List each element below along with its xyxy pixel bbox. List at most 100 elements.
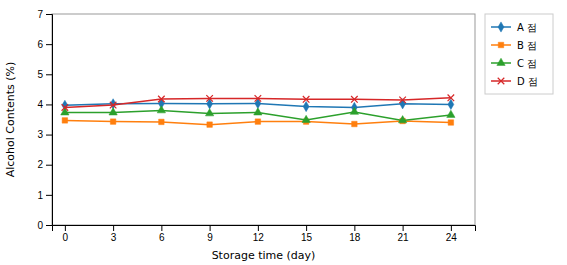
point [62, 118, 67, 123]
legend-item: C 점 [491, 58, 537, 69]
tick: 0 [63, 225, 69, 243]
tick: 9 [207, 225, 213, 243]
point [255, 119, 260, 124]
point [350, 107, 358, 114]
tick: 12 [253, 225, 265, 243]
point [254, 108, 262, 115]
legend-label: B 점 [517, 40, 537, 51]
tick-label: 0 [37, 220, 43, 231]
tick-label: 0 [63, 232, 69, 243]
tick-label: 5 [37, 69, 43, 80]
point [207, 122, 212, 127]
tick-label: 9 [207, 232, 213, 243]
tick-mark [46, 104, 52, 105]
axis-line [53, 226, 476, 232]
legend-label: D 점 [517, 76, 538, 87]
tick: 18 [349, 225, 361, 243]
tick-label: 4 [37, 99, 43, 110]
x-axis: 0 3 6 9 12 15 18 21 24 [53, 225, 476, 243]
tick-label: 6 [37, 39, 43, 50]
tick: 6 [159, 225, 165, 243]
point [448, 95, 455, 102]
tick-mark [46, 74, 52, 75]
tick-mark [46, 44, 52, 45]
legend-symbol [498, 78, 505, 85]
legend: A 점 B 점 C 점 D 점 [485, 14, 553, 94]
tick-label: 3 [37, 129, 43, 140]
tick-label: 2 [37, 159, 43, 170]
marks [61, 95, 455, 128]
point [159, 119, 164, 124]
point [62, 104, 69, 111]
tick-mark [451, 225, 452, 231]
tick: 15 [301, 225, 313, 243]
axis-line [46, 15, 53, 226]
tick: 2 [37, 159, 52, 170]
point [351, 96, 358, 103]
point [447, 110, 455, 117]
legend-frame [485, 14, 553, 94]
tick-label: 12 [253, 232, 265, 243]
legend-label: A 점 [517, 22, 537, 33]
legend-item: A 점 [491, 22, 537, 33]
tick-label: 7 [37, 9, 43, 20]
point [61, 108, 69, 115]
point [255, 95, 262, 102]
legend-item: B 점 [491, 40, 537, 51]
series [61, 106, 455, 123]
point [110, 102, 117, 109]
tick-mark [46, 225, 52, 226]
legend-symbol [498, 22, 504, 32]
tick-label: 6 [159, 232, 165, 243]
tick-mark [161, 225, 162, 231]
tick-mark [46, 165, 52, 166]
point [448, 120, 453, 125]
tick: 3 [37, 129, 52, 140]
tick-mark [46, 14, 52, 15]
tick: 5 [37, 69, 52, 80]
tick: 4 [37, 99, 52, 110]
point [303, 101, 309, 111]
point [109, 108, 117, 115]
plot-frame [52, 14, 475, 225]
tick: 24 [446, 225, 458, 243]
point [302, 115, 310, 122]
tick-mark [65, 225, 66, 231]
tick-mark [210, 225, 211, 231]
series [62, 95, 455, 111]
tick: 6 [37, 39, 52, 50]
tick-mark [403, 225, 404, 231]
legend-symbol [497, 58, 505, 65]
point [158, 96, 165, 103]
tick: 7 [37, 9, 52, 20]
tick-mark [46, 135, 52, 136]
tick-mark [306, 225, 307, 231]
point [448, 99, 454, 109]
tick: 1 [37, 190, 52, 201]
tick-label: 21 [398, 232, 410, 243]
point [303, 96, 310, 103]
y-axis: 0 1 2 3 4 5 6 7 [37, 9, 52, 231]
tick-label: 1 [37, 190, 43, 201]
legend-symbol [498, 42, 503, 47]
plot: 0369121518212401234567 [37, 9, 475, 243]
point [206, 95, 213, 102]
x-axis-title: Storage time (day) [212, 249, 316, 262]
y-axis-title: Alcohol Contents (%) [4, 62, 17, 178]
tick: 0 [37, 220, 52, 231]
point [205, 109, 213, 116]
point [157, 106, 165, 113]
tick-label: 18 [349, 232, 361, 243]
tick-label: 24 [446, 232, 458, 243]
legend-item: D 점 [491, 76, 538, 87]
chart: 0369121518212401234567Storage time (day)… [0, 0, 567, 265]
point [110, 119, 115, 124]
point [398, 116, 406, 123]
point [399, 97, 406, 104]
point [352, 121, 357, 126]
tick-label: 15 [301, 232, 313, 243]
tick: 3 [111, 225, 117, 243]
tick: 21 [398, 225, 410, 243]
tick-mark [46, 195, 52, 196]
legend-label: C 점 [517, 58, 537, 69]
